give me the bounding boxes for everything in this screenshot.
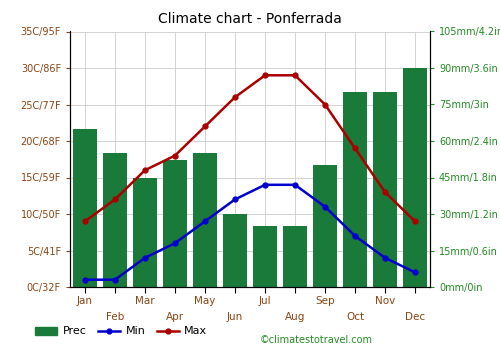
Text: Jul: Jul: [258, 296, 272, 306]
Bar: [373, 92, 397, 287]
Bar: [193, 153, 217, 287]
Text: Dec: Dec: [405, 312, 425, 322]
Text: Jun: Jun: [227, 312, 243, 322]
Legend: Prec, Min, Max: Prec, Min, Max: [30, 322, 212, 341]
Bar: [103, 153, 127, 287]
Text: Aug: Aug: [285, 312, 305, 322]
Text: Nov: Nov: [375, 296, 395, 306]
Bar: [163, 160, 187, 287]
Text: Sep: Sep: [315, 296, 335, 306]
Bar: [283, 226, 307, 287]
Bar: [73, 129, 97, 287]
Bar: [403, 68, 427, 287]
Title: Climate chart - Ponferrada: Climate chart - Ponferrada: [158, 12, 342, 26]
Bar: [133, 177, 157, 287]
Text: Apr: Apr: [166, 312, 184, 322]
Text: Mar: Mar: [135, 296, 155, 306]
Bar: [223, 214, 247, 287]
Text: Oct: Oct: [346, 312, 364, 322]
Text: May: May: [194, 296, 216, 306]
Text: Jan: Jan: [77, 296, 93, 306]
Bar: [343, 92, 367, 287]
Bar: [313, 165, 337, 287]
Bar: [253, 226, 277, 287]
Text: Feb: Feb: [106, 312, 124, 322]
Text: ©climatestotravel.com: ©climatestotravel.com: [260, 335, 373, 345]
